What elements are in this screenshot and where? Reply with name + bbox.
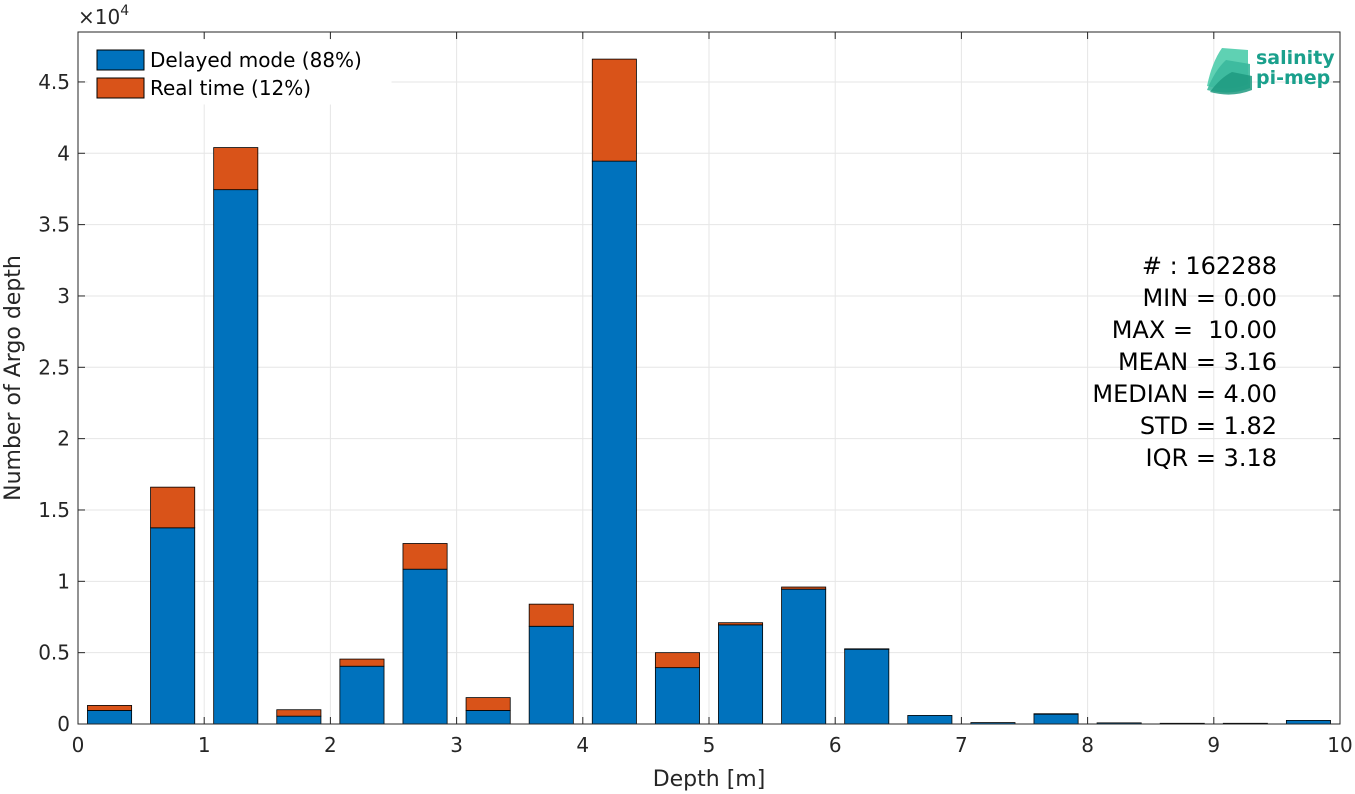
- stat-mean: MEAN = 3.16: [1118, 348, 1277, 376]
- y-tick-label: 1: [57, 569, 70, 593]
- bar-delayed-mode: [213, 189, 259, 725]
- bar-delayed-mode: [718, 624, 764, 725]
- y-tick-label: 1.5: [38, 498, 70, 522]
- bar-real-time: [1033, 713, 1079, 715]
- bar-delayed-mode: [150, 527, 196, 725]
- y-axis-label: Number of Argo depth: [1, 255, 26, 501]
- bar-real-time: [87, 705, 133, 711]
- bar-real-time: [781, 586, 827, 590]
- stat-min: MIN = 0.00: [1142, 284, 1277, 312]
- y-tick-label: 0.5: [38, 641, 70, 665]
- x-tick-label: 0: [72, 733, 85, 757]
- y-tick-label: 4.5: [38, 70, 70, 94]
- logo-wave-icon: [1207, 48, 1252, 95]
- y-axis-ticks: 0 0.5 1 1.5 2 2.5 3 3.5 4 4.5: [38, 70, 1340, 736]
- legend-swatch-delayed: [96, 49, 145, 71]
- logo-text-pimep: pi-mep: [1256, 67, 1330, 89]
- stat-iqr: IQR = 3.18: [1146, 444, 1277, 472]
- x-tick-label: 8: [1081, 733, 1094, 757]
- x-tick-label: 5: [703, 733, 716, 757]
- stat-max: MAX = 10.00: [1112, 316, 1277, 344]
- bar-delayed-mode: [87, 710, 133, 725]
- bar-delayed-mode: [465, 710, 511, 725]
- bars: [87, 58, 1331, 725]
- y-tick-label: 4: [57, 141, 70, 165]
- bar-delayed-mode: [591, 160, 637, 725]
- salinity-pimep-logo: salinity pi-mep: [1207, 47, 1335, 95]
- bar-delayed-mode: [276, 715, 322, 725]
- bar-delayed-mode: [339, 665, 385, 725]
- legend-label-realtime: Real time (12%): [150, 76, 311, 100]
- bar-delayed-mode: [402, 568, 448, 725]
- legend-label-delayed: Delayed mode (88%): [150, 48, 362, 72]
- bar-real-time: [591, 58, 637, 162]
- x-tick-label: 1: [198, 733, 211, 757]
- y-axis-multiplier: ×104: [78, 3, 129, 29]
- y-tick-label: 0: [57, 712, 70, 736]
- bar-delayed-mode: [844, 648, 890, 725]
- bar-real-time: [528, 603, 574, 627]
- bar-delayed-mode: [1285, 720, 1331, 725]
- x-tick-label: 7: [955, 733, 968, 757]
- bar-delayed-mode: [781, 588, 827, 725]
- y-axis-multiplier-exponent: 4: [120, 3, 129, 19]
- x-tick-label: 2: [324, 733, 337, 757]
- bar-real-time: [465, 697, 511, 711]
- bar-real-time: [339, 658, 385, 667]
- stat-std: STD = 1.82: [1140, 412, 1277, 440]
- bar-real-time: [402, 543, 448, 570]
- bar-real-time: [844, 648, 890, 650]
- x-tick-label: 9: [1207, 733, 1220, 757]
- bar-delayed-mode: [907, 715, 953, 725]
- x-tick-label: 3: [450, 733, 463, 757]
- bar-real-time: [150, 486, 196, 529]
- y-tick-label: 2.5: [38, 355, 70, 379]
- x-axis-label: Depth [m]: [653, 767, 766, 792]
- stat-median: MEDIAN = 4.00: [1092, 380, 1277, 408]
- bar-real-time: [213, 147, 259, 191]
- x-axis-ticks: 0 1 2 3 4 5 6 7 8 9 10: [72, 32, 1353, 757]
- legend-swatch-realtime: [96, 77, 145, 99]
- bar-delayed-mode: [654, 667, 700, 725]
- stat-count: # : 162288: [1142, 252, 1277, 280]
- bar-delayed-mode: [528, 625, 574, 725]
- y-tick-label: 3: [57, 284, 70, 308]
- bar-real-time: [654, 652, 700, 669]
- y-tick-label: 3.5: [38, 213, 70, 237]
- legend: Delayed mode (88%) Real time (12%): [87, 39, 392, 105]
- bar-delayed-mode: [1033, 713, 1079, 725]
- x-tick-label: 6: [829, 733, 842, 757]
- x-tick-label: 4: [576, 733, 589, 757]
- stats-annotation: # : 162288 MIN = 0.00 MAX = 10.00 MEAN =…: [1092, 252, 1277, 472]
- x-tick-label: 10: [1327, 733, 1352, 757]
- bar-real-time: [718, 622, 764, 626]
- bar-real-time: [276, 709, 322, 717]
- y-tick-label: 2: [57, 427, 70, 451]
- logo-text-salinity: salinity: [1256, 47, 1335, 69]
